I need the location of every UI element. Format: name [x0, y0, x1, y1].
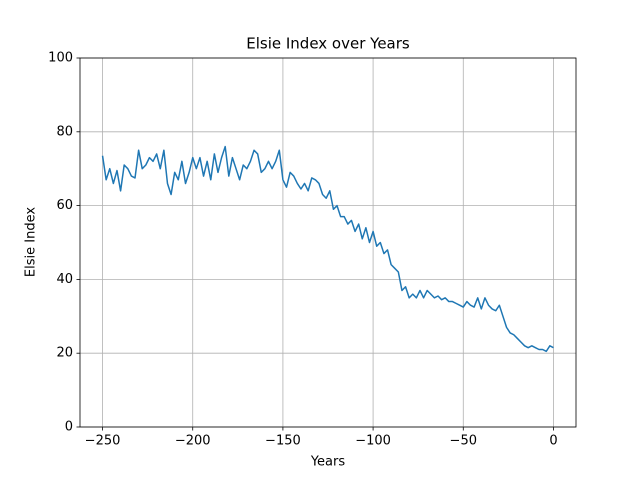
plot-frame — [79, 57, 577, 428]
y-tick-label: 80 — [56, 124, 73, 139]
x-tick-label: −100 — [355, 434, 391, 449]
y-tick-label: 40 — [56, 272, 73, 287]
y-tick-label: 100 — [48, 51, 73, 66]
y-axis-label: Elsie Index — [24, 207, 39, 277]
x-tick-label: −50 — [450, 434, 477, 449]
x-tick-label: −150 — [265, 434, 301, 449]
y-tick-label: 0 — [65, 420, 73, 435]
y-tick-label: 60 — [56, 198, 73, 213]
line-series — [101, 145, 554, 353]
x-tick-label: 0 — [549, 434, 557, 449]
x-tick-label: −200 — [175, 434, 211, 449]
x-axis-label: Years — [310, 455, 346, 470]
x-tick-label: −250 — [85, 434, 121, 449]
chart-title: Elsie Index over Years — [246, 35, 410, 53]
y-tick-label: 20 — [56, 346, 73, 361]
